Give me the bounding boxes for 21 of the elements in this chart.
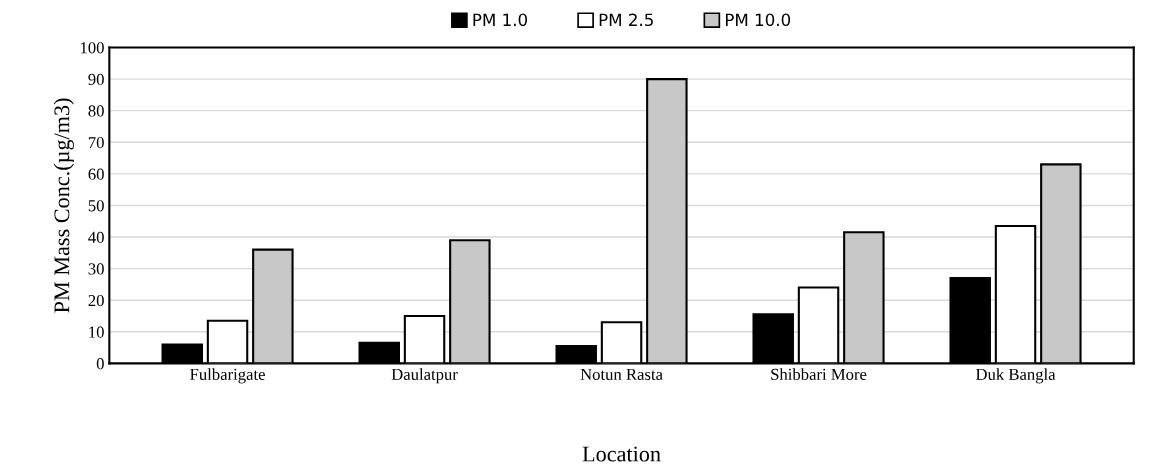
x-tick-label: Notun Rasta bbox=[580, 368, 663, 380]
y-tick-label: 10 bbox=[89, 326, 104, 338]
y-axis-title: PM Mass Conc.(µg/m3) bbox=[53, 98, 74, 313]
y-tick-label: 90 bbox=[88, 73, 104, 86]
y-tick-label: 50 bbox=[88, 200, 104, 212]
legend-label: PM 10.0 bbox=[725, 13, 791, 27]
y-tick-label: 60 bbox=[88, 168, 104, 180]
x-axis-title: Location bbox=[582, 446, 661, 462]
x-tick-label: Duk Bangla bbox=[975, 368, 1056, 384]
y-tick-label: 40 bbox=[88, 231, 104, 243]
x-tick-label: Fulbarigate bbox=[190, 368, 265, 384]
y-tick-label: 0 bbox=[96, 358, 104, 370]
legend-label: PM 2.5 bbox=[599, 13, 653, 27]
y-tick-label: 100 bbox=[80, 42, 104, 54]
y-tick-label: 30 bbox=[88, 263, 104, 275]
x-tick-label: Daulatpur bbox=[391, 368, 458, 384]
y-tick-label: 80 bbox=[88, 105, 104, 117]
y-tick-label: 70 bbox=[88, 136, 104, 149]
x-tick-label: Shibbari More bbox=[771, 368, 867, 380]
legend-label: PM 1.0 bbox=[473, 13, 528, 27]
y-tick-label: 20 bbox=[88, 294, 104, 307]
